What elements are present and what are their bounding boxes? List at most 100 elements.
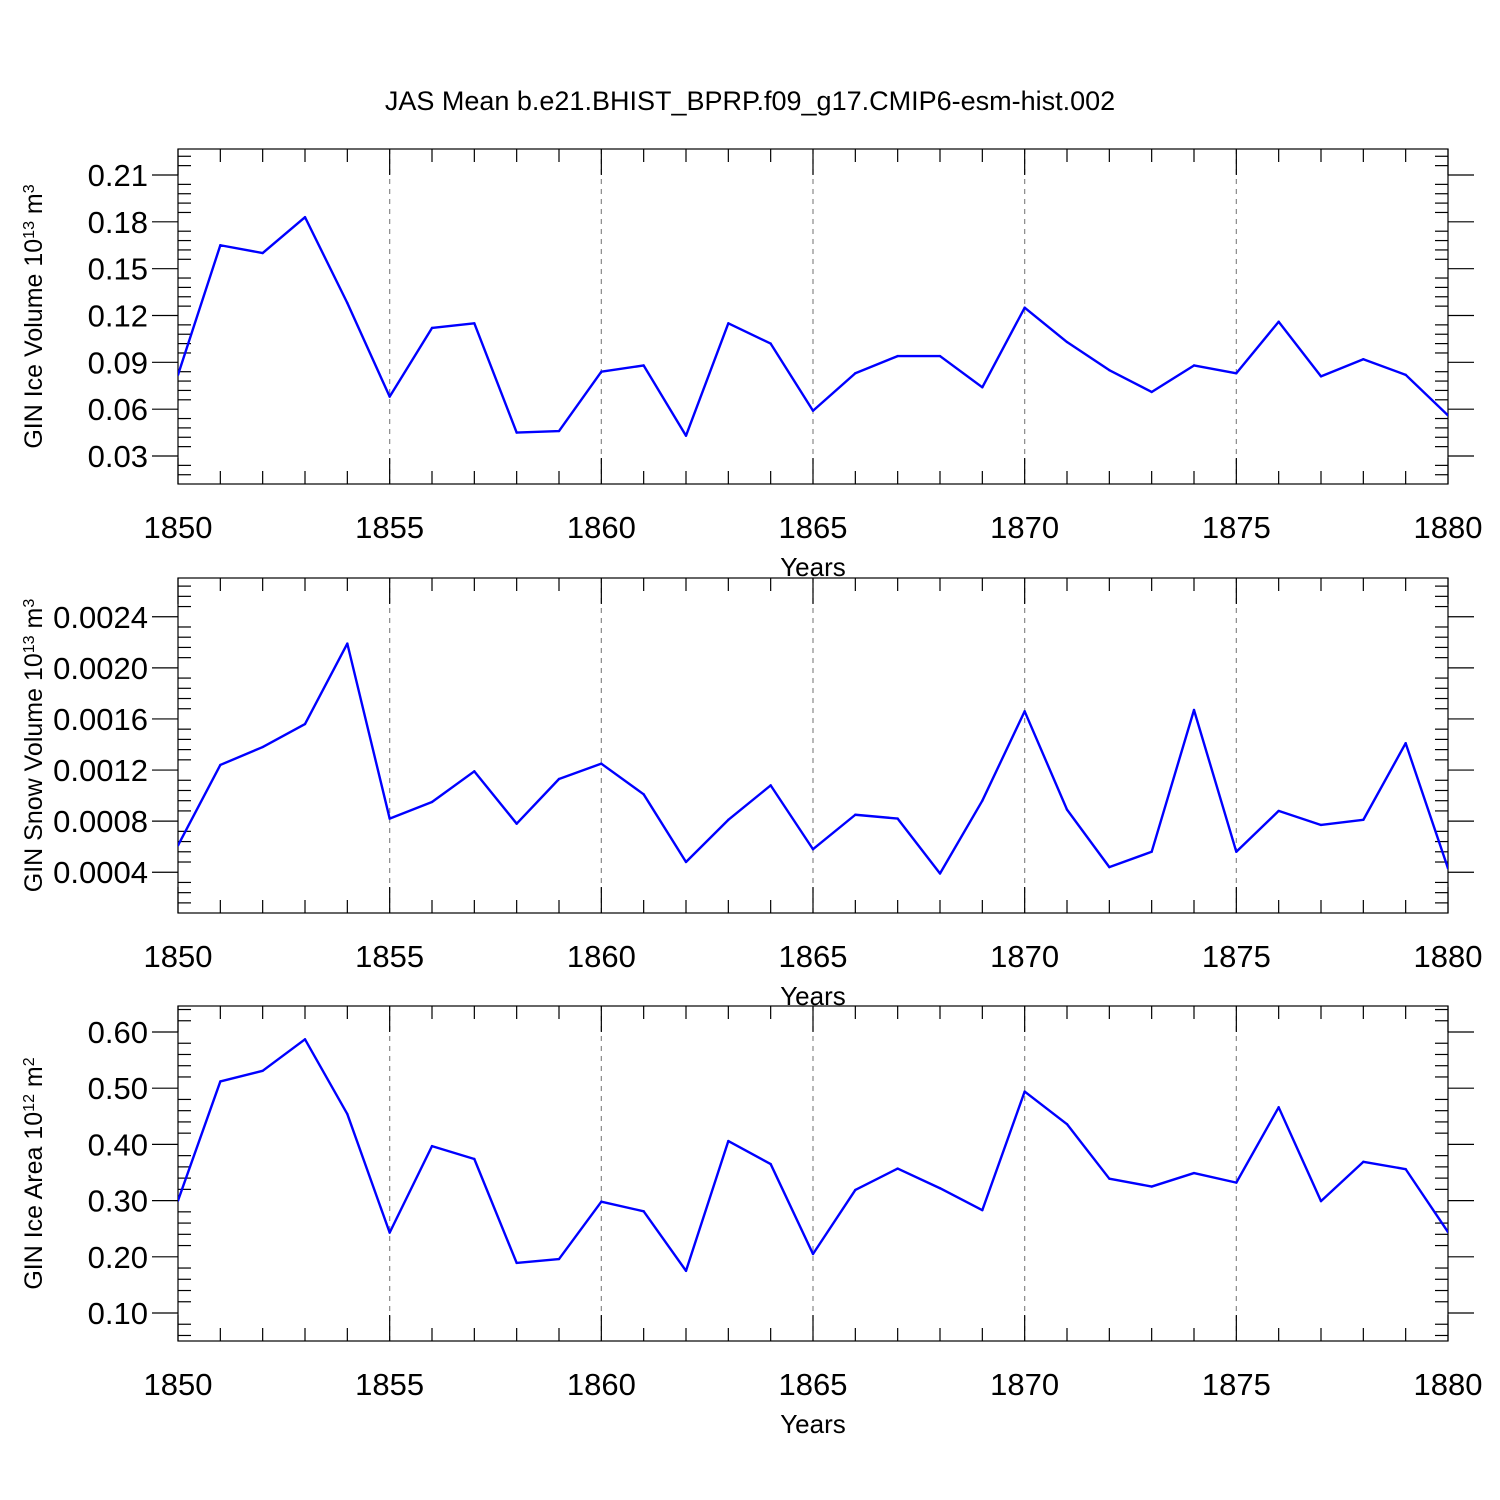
data-point bbox=[1235, 372, 1238, 375]
data-point bbox=[981, 386, 984, 389]
y-axis-label-unit: m bbox=[20, 608, 48, 636]
data-point bbox=[346, 1112, 349, 1116]
data-point bbox=[1404, 742, 1407, 745]
data-point bbox=[769, 342, 772, 345]
data-point bbox=[854, 1188, 857, 1192]
y-tick-label: 0.0016 bbox=[53, 702, 148, 737]
y-tick-label: 0.18 bbox=[88, 205, 148, 240]
x-tick-label: 1870 bbox=[990, 510, 1059, 545]
y-axis-label-unit-exp: 3 bbox=[21, 184, 38, 193]
data-point bbox=[219, 763, 222, 767]
figure-title: JAS Mean b.e21.BHIST_BPRP.f09_g17.CMIP6-… bbox=[385, 86, 1115, 116]
data-point bbox=[1108, 1177, 1111, 1180]
y-axis-label-exp: 13 bbox=[21, 221, 38, 239]
panel-3: 1850 1855 1860 1865 1870 1875 1880 Years 0.10 0.2… bbox=[20, 1005, 1483, 1439]
data-point bbox=[473, 322, 476, 325]
y-tick-label: 0.60 bbox=[88, 1015, 148, 1050]
y-axis-label-unit: m bbox=[20, 193, 48, 221]
data-point bbox=[811, 848, 815, 851]
data-point bbox=[600, 370, 603, 373]
y-axis-label-prefix: GIN Snow Volume 10 bbox=[20, 653, 48, 892]
data-point bbox=[854, 813, 857, 816]
data-point bbox=[303, 1038, 307, 1041]
y-axis-label: GIN Ice Volume 1013 m3 bbox=[20, 184, 48, 448]
x-tick-label: 1855 bbox=[355, 1367, 424, 1402]
data-point bbox=[261, 745, 264, 749]
panels-container: 1850 1855 1860 1865 1870 1875 1880 Years 0.03 0.0… bbox=[20, 148, 1483, 1439]
data-point bbox=[684, 1269, 688, 1273]
data-point bbox=[1023, 710, 1026, 713]
data-point bbox=[769, 784, 772, 787]
data-point bbox=[1362, 818, 1365, 822]
y-tick-label: 0.0012 bbox=[53, 753, 148, 788]
data-point bbox=[219, 1080, 222, 1083]
data-point bbox=[178, 373, 180, 377]
data-point bbox=[1446, 1230, 1448, 1234]
x-tick-label: 1880 bbox=[1414, 1367, 1483, 1402]
data-point bbox=[346, 642, 349, 645]
data-point bbox=[727, 818, 730, 822]
data-point bbox=[896, 354, 899, 358]
x-tick-label: 1870 bbox=[990, 939, 1059, 974]
x-tick-label: 1880 bbox=[1414, 939, 1483, 974]
y-tick-label: 0.03 bbox=[88, 439, 148, 474]
x-axis-label: Years bbox=[780, 1409, 846, 1439]
data-point bbox=[600, 762, 603, 765]
data-point bbox=[178, 844, 180, 847]
data-point bbox=[769, 1162, 772, 1166]
x-tick-label: 1875 bbox=[1202, 1367, 1271, 1402]
data-point bbox=[303, 215, 307, 219]
data-point bbox=[811, 1252, 815, 1256]
y-axis-label-exp: 13 bbox=[21, 635, 38, 653]
x-tick-label: 1875 bbox=[1202, 510, 1271, 545]
data-point bbox=[557, 1257, 561, 1261]
x-tick-label: 1865 bbox=[779, 1367, 848, 1402]
data-point bbox=[1446, 414, 1448, 417]
data-point bbox=[1319, 375, 1323, 378]
x-tick-label: 1865 bbox=[779, 939, 848, 974]
data-point bbox=[557, 429, 561, 433]
data-point bbox=[388, 395, 391, 398]
x-tick-label: 1855 bbox=[355, 939, 424, 974]
y-tick-label: 0.0008 bbox=[53, 804, 148, 839]
data-point bbox=[600, 1200, 603, 1203]
data-point bbox=[1150, 390, 1153, 394]
x-axis-label: Years bbox=[780, 552, 846, 582]
y-tick-label: 0.30 bbox=[88, 1184, 148, 1219]
data-point bbox=[642, 364, 645, 367]
y-tick-label: 0.20 bbox=[88, 1240, 148, 1275]
data-point bbox=[473, 770, 476, 773]
data-point bbox=[981, 1208, 984, 1212]
data-point bbox=[1235, 1181, 1238, 1184]
y-axis-label: GIN Ice Area 1012 m2 bbox=[20, 1057, 48, 1289]
data-point bbox=[219, 244, 222, 247]
data-point bbox=[346, 301, 349, 305]
x-tick-label: 1870 bbox=[990, 1367, 1059, 1402]
data-point bbox=[388, 1231, 391, 1234]
data-point bbox=[388, 817, 391, 820]
y-axis-label-exp: 12 bbox=[21, 1094, 38, 1112]
y-tick-label: 0.09 bbox=[88, 345, 148, 380]
data-point bbox=[938, 1187, 942, 1190]
data-point bbox=[178, 1199, 180, 1202]
data-point bbox=[1150, 850, 1153, 853]
y-axis-label-unit: m bbox=[20, 1066, 48, 1094]
data-point bbox=[684, 860, 688, 864]
data-point bbox=[1108, 368, 1111, 372]
data-point bbox=[515, 1261, 518, 1265]
data-point bbox=[727, 1139, 730, 1143]
y-axis-label-unit-exp: 2 bbox=[21, 1057, 38, 1066]
data-point bbox=[1065, 340, 1069, 344]
y-axis-label: GIN Snow Volume 1013 m3 bbox=[20, 599, 48, 893]
data-point bbox=[515, 431, 518, 434]
data-point bbox=[430, 326, 434, 330]
x-tick-label: 1860 bbox=[567, 1367, 636, 1402]
y-tick-label: 0.15 bbox=[88, 252, 148, 287]
data-point bbox=[557, 777, 561, 781]
x-tick-label: 1860 bbox=[567, 939, 636, 974]
data-point bbox=[1192, 708, 1196, 712]
data-point bbox=[811, 409, 815, 412]
x-tick-label: 1860 bbox=[567, 510, 636, 545]
data-point bbox=[430, 1144, 434, 1148]
